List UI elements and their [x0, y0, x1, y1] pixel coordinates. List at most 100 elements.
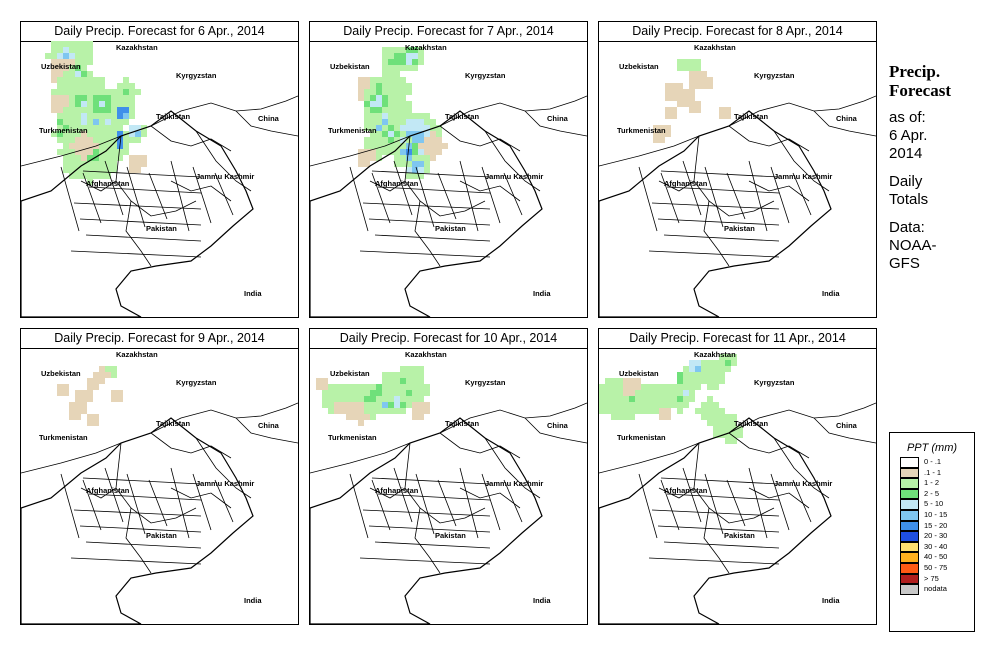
admin-border: [599, 135, 700, 167]
precip-cell: [382, 390, 388, 396]
map-label-uzb: Uzbekistan: [619, 369, 659, 378]
precip-cell: [358, 390, 364, 396]
precip-cell: [63, 155, 69, 161]
precip-cell: [69, 167, 75, 173]
precip-cell: [394, 71, 400, 77]
precip-cell: [707, 384, 713, 390]
precip-cell: [412, 173, 418, 179]
precip-cell: [57, 384, 63, 390]
precip-cell: [75, 47, 81, 53]
precip-cell: [671, 396, 677, 402]
precip-cell: [364, 408, 370, 414]
precip-cell: [75, 71, 81, 77]
precip-cell: [737, 432, 743, 438]
precip-cell: [436, 143, 442, 149]
precip-cell: [418, 384, 424, 390]
precip-cell: [99, 167, 105, 173]
precip-cell: [599, 402, 605, 408]
precip-cell: [406, 396, 412, 402]
admin-border: [638, 473, 658, 539]
precip-cell: [382, 113, 388, 119]
map-label-taj: Tajikistan: [445, 419, 479, 428]
precip-cell: [665, 131, 671, 137]
precip-cell: [57, 41, 63, 47]
precip-cell: [346, 414, 352, 420]
legend-item: 5 - 10: [890, 499, 974, 510]
precip-cell: [376, 396, 382, 402]
precip-cell: [436, 137, 442, 143]
precip-cell: [406, 47, 412, 53]
admin-border: [484, 130, 541, 192]
precip-cell: [63, 161, 69, 167]
precip-cell: [394, 155, 400, 161]
precip-cell: [665, 414, 671, 420]
precip-cell: [424, 408, 430, 414]
map-label-taj: Tajikistan: [156, 112, 190, 121]
precip-cell: [75, 53, 81, 59]
legend-label: 40 - 50: [924, 552, 948, 562]
precip-cell: [352, 384, 358, 390]
precip-cell: [93, 125, 99, 131]
admin-border: [748, 180, 810, 202]
panel-title: Daily Precip. Forecast for 7 Apr., 2014: [310, 22, 587, 42]
precip-cell: [701, 360, 707, 366]
precip-cell: [394, 396, 400, 402]
precip-cell: [406, 390, 412, 396]
legend-label: 10 - 15: [924, 509, 948, 519]
precip-cell: [370, 113, 376, 119]
precip-map: Kazakhstan Uzbekistan Kyrgyzstan Tajikistan…: [310, 43, 587, 317]
precip-cell: [75, 155, 81, 161]
map-label-jk: Jammu Kashmir: [774, 172, 832, 181]
precip-cell: [370, 402, 376, 408]
admin-border: [414, 200, 441, 267]
precip-cell: [388, 390, 394, 396]
admin-border: [80, 180, 117, 192]
precip-cell: [424, 390, 430, 396]
precip-cell: [695, 378, 701, 384]
precip-cell: [683, 372, 689, 378]
precip-cell: [671, 107, 677, 113]
admin-border: [150, 432, 232, 459]
precip-cell: [707, 366, 713, 372]
map-label-kaz: Kazakhstan: [694, 350, 736, 359]
precip-cell: [424, 131, 430, 137]
precip-cell: [689, 83, 695, 89]
precip-cell: [406, 107, 412, 113]
precip-cell: [611, 414, 617, 420]
admin-border: [150, 125, 232, 152]
precip-cell: [376, 402, 382, 408]
precip-cell: [370, 414, 376, 420]
precip-cell: [105, 161, 111, 167]
precip-cell: [412, 372, 418, 378]
precip-cell: [701, 71, 707, 77]
admin-border: [192, 166, 212, 224]
precip-cell: [707, 414, 713, 420]
precip-cell: [75, 414, 81, 420]
admin-border: [82, 170, 202, 178]
legend-title: PPT (mm): [906, 442, 958, 454]
precip-cell: [75, 41, 81, 47]
precip-cell: [406, 155, 412, 161]
forecast-panel-1: Daily Precip. Forecast for 6 Apr., 2014 …: [20, 21, 299, 318]
admin-border: [415, 166, 435, 228]
precip-cell: [57, 47, 63, 53]
precip-cell: [75, 173, 81, 179]
precip-cell: [370, 125, 376, 131]
precip-cell: [424, 402, 430, 408]
precip-cell: [117, 107, 123, 113]
legend-item: > 75: [890, 573, 974, 585]
precip-cell: [364, 396, 370, 402]
precip-cell: [81, 77, 87, 83]
precip-cell: [87, 143, 93, 149]
precip-cell: [707, 396, 713, 402]
precip-cell: [93, 131, 99, 137]
precip-cell: [129, 155, 135, 161]
precip-cell: [400, 402, 406, 408]
admin-border: [362, 509, 491, 517]
admin-border: [439, 125, 521, 152]
precip-cell: [376, 125, 382, 131]
precip-cell: [695, 77, 701, 83]
precip-cell: [57, 149, 63, 155]
precip-cell: [731, 414, 737, 420]
